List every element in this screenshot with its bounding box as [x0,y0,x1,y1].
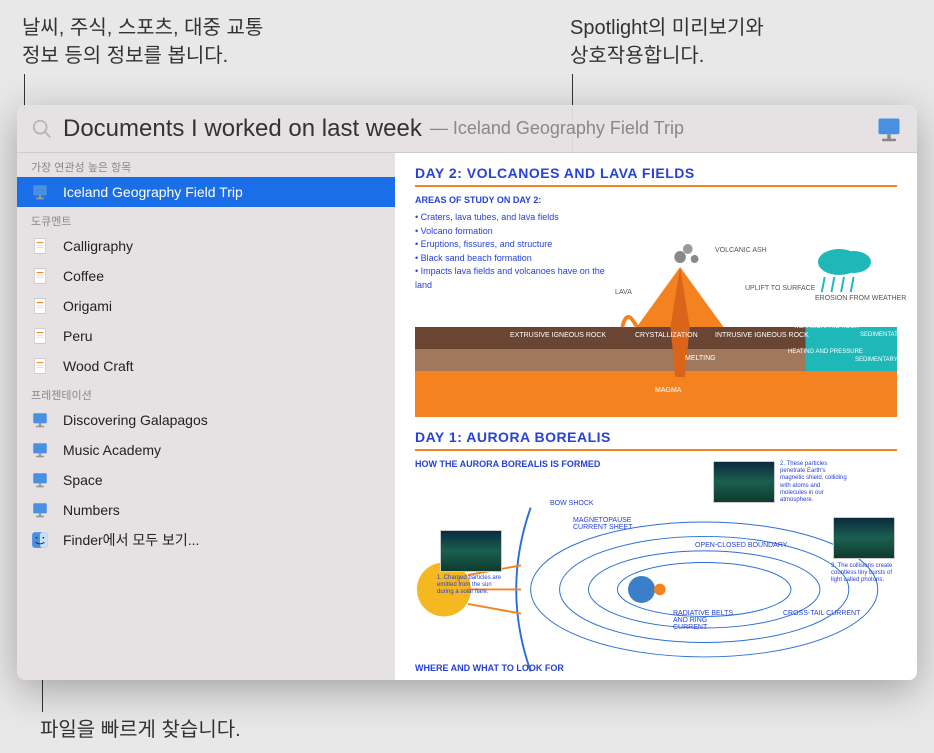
callout-top-left: 날씨, 주식, 스포츠, 대중 교통 정보 등의 정보를 봅니다. [22,14,263,70]
preview-slide-day2: DAY 2: VOLCANOES AND LAVA FIELDS AREAS O… [395,153,917,425]
aurora-caption-1: 1. Charged particles are emitted from th… [437,575,505,597]
label-crystallization: CRYSTALLIZATION [635,332,698,339]
label-uplift: UPLIFT TO SURFACE [745,285,815,292]
result-row[interactable]: Wood Craft [17,351,395,381]
result-row[interactable]: Calligraphy [17,231,395,261]
result-row[interactable]: Numbers [17,495,395,525]
pages-icon [31,267,49,285]
bullet-item: Craters, lava tubes, and lava fields [415,211,615,225]
label-volcanic-ash: VOLCANIC ASH [715,247,767,254]
result-label: Coffee [63,268,104,284]
result-label: Discovering Galapagos [63,412,208,428]
result-row[interactable]: Finder에서 모두 보기... [17,525,395,555]
keynote-icon [31,501,49,519]
aurora-thumb-1 [440,530,502,572]
result-row[interactable]: Peru [17,321,395,351]
slide-footer: WHERE AND WHAT TO LOOK FOR [415,663,564,673]
search-bar[interactable]: Documents I worked on last week — Icelan… [17,105,917,153]
pages-icon [31,237,49,255]
slide-title: DAY 2: VOLCANOES AND LAVA FIELDS [415,165,897,187]
volcano-diagram: VOLCANIC ASH LAVA UPLIFT TO SURFACE EROS… [415,237,897,417]
result-row[interactable]: Music Academy [17,435,395,465]
keynote-icon [31,471,49,489]
result-row[interactable]: Origami [17,291,395,321]
results-pane: 가장 연관성 높은 항목 Iceland Geography Field Trip… [17,153,395,680]
result-label: Origami [63,298,112,314]
bullet-item: Volcano formation [415,225,615,239]
section-header: 프레젠테이션 [17,381,395,405]
result-row[interactable]: Iceland Geography Field Trip [17,177,395,207]
callout-bottom: 파일을 빠르게 찾습니다. [40,716,241,744]
result-label: Calligraphy [63,238,133,254]
aurora-caption-3: 3. The collisions create countless tiny … [831,563,899,585]
section-header: 도큐멘트 [17,207,395,231]
result-label: Peru [63,328,93,344]
label-openclosed: OPEN-CLOSED BOUNDARY [695,542,787,549]
label-magma: MAGMA [655,387,681,394]
keynote-app-icon [875,115,903,143]
result-label: Iceland Geography Field Trip [63,184,243,200]
search-suffix: — Iceland Geography Field Trip [430,118,684,139]
slide-subtitle: AREAS OF STUDY ON DAY 2: [415,195,897,205]
result-label: Space [63,472,103,488]
result-row[interactable]: Space [17,465,395,495]
callout-top-right: Spotlight의 미리보기와 상호작용합니다. [570,14,764,70]
spotlight-window: Documents I worked on last week — Icelan… [17,105,917,680]
finder-icon [31,531,49,549]
result-label: Music Academy [63,442,161,458]
label-crosstail: CROSS-TAIL CURRENT [783,610,860,617]
keynote-icon [31,183,49,201]
label-radiative: RADIATIVE BELTS AND RING CURRENT [673,610,743,631]
keynote-icon [31,411,49,429]
label-metamorphic: METAMORPHIC ROCK [795,324,859,330]
preview-pane[interactable]: DAY 2: VOLCANOES AND LAVA FIELDS AREAS O… [395,153,917,680]
aurora-caption-2: 2. These particles penetrate Earth's mag… [780,461,848,504]
section-header: 가장 연관성 높은 항목 [17,153,395,177]
result-label: Finder에서 모두 보기... [63,530,199,550]
label-bowshock: BOW SHOCK [550,500,594,507]
result-label: Numbers [63,502,120,518]
label-sedimentary: SEDIMENTARY ROCK [855,357,917,363]
aurora-thumb-2 [713,461,775,503]
label-magnetopause: MAGNETOPAUSE CURRENT SHEET [573,517,633,531]
label-sedimentation: SEDIMENTATION [860,332,908,338]
label-erosion: EROSION FROM WEATHER [815,295,906,302]
aurora-diagram: 1. Charged particles are emitted from th… [415,475,897,675]
label-heating: HEATING AND PRESSURE [788,349,863,355]
keynote-icon [31,441,49,459]
callout-line [42,680,43,712]
pages-icon [31,327,49,345]
result-label: Wood Craft [63,358,134,374]
label-lava: LAVA [615,289,632,296]
result-row[interactable]: Coffee [17,261,395,291]
aurora-thumb-3 [833,517,895,559]
search-icon [31,118,53,140]
label-intrusive: INTRUSIVE IGNEOUS ROCK [715,332,809,339]
label-melting: MELTING [685,355,716,362]
pages-icon [31,357,49,375]
pages-icon [31,297,49,315]
label-extrusive: EXTRUSIVE IGNEOUS ROCK [510,332,606,339]
search-query: Documents I worked on last week [63,115,422,143]
result-row[interactable]: Discovering Galapagos [17,405,395,435]
preview-slide-day1: DAY 1: AURORA BOREALIS HOW THE AURORA BO… [395,425,917,680]
slide-title: DAY 1: AURORA BOREALIS [415,429,897,451]
